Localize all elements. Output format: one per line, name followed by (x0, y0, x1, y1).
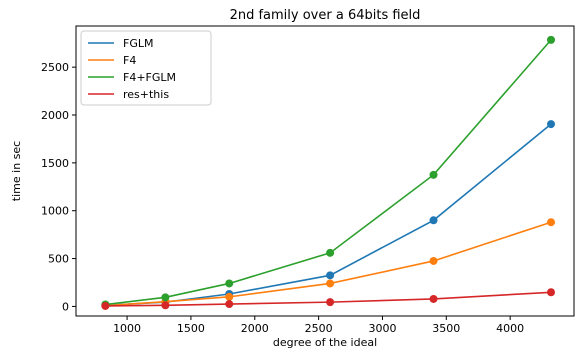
data-point (326, 271, 335, 280)
legend-label: res+this (123, 88, 169, 101)
legend-box (80, 30, 212, 106)
x-tick-label: 1500 (177, 322, 205, 335)
y-tick-label: 1500 (41, 157, 69, 170)
axis-ticks: 1000 1500 2000 2500 3000 3500 4000 0 500 1000 1500… (41, 61, 524, 335)
y-tick-label: 500 (48, 253, 69, 266)
x-tick-label: 2000 (241, 322, 269, 335)
plot-area (75, 25, 575, 317)
data-point (225, 279, 234, 288)
x-tick-label: 2500 (305, 322, 333, 335)
x-tick-label: 3500 (432, 322, 460, 335)
legend-label: F4+FGLM (123, 71, 176, 84)
series-line (105, 291, 552, 307)
data-point (429, 216, 438, 225)
x-tick-label: 1000 (113, 322, 141, 335)
data-point (161, 301, 170, 310)
y-tick-label: 2000 (41, 109, 69, 122)
chart-title: 2nd family over a 64bits field (230, 8, 421, 23)
data-point (547, 218, 556, 227)
series-line (105, 221, 552, 307)
data-point (326, 298, 335, 307)
x-tick-label: 3000 (368, 322, 396, 335)
data-point (547, 120, 556, 129)
data-point (225, 292, 234, 301)
y-tick-label: 1000 (41, 205, 69, 218)
data-point (429, 294, 438, 303)
data-point (429, 256, 438, 265)
y-axis-label: time in sec (10, 141, 23, 201)
data-point (547, 35, 556, 44)
data-point (101, 301, 110, 310)
x-tick-label: 4000 (496, 322, 524, 335)
legend: FGLM F4 F4+FGLM res+this (80, 30, 212, 106)
y-tick-label: 2500 (41, 61, 69, 74)
legend-label: FGLM (123, 37, 153, 50)
series-line (105, 39, 552, 306)
y-tick-label: 0 (62, 300, 69, 313)
data-point (225, 300, 234, 309)
data-point (161, 293, 170, 302)
data-point (547, 288, 556, 297)
data-point (429, 170, 438, 179)
data-point (326, 279, 335, 288)
data-point (326, 248, 335, 257)
x-axis-label: degree of the ideal (273, 336, 377, 349)
series-layer (101, 35, 556, 310)
legend-label: F4 (123, 54, 136, 67)
